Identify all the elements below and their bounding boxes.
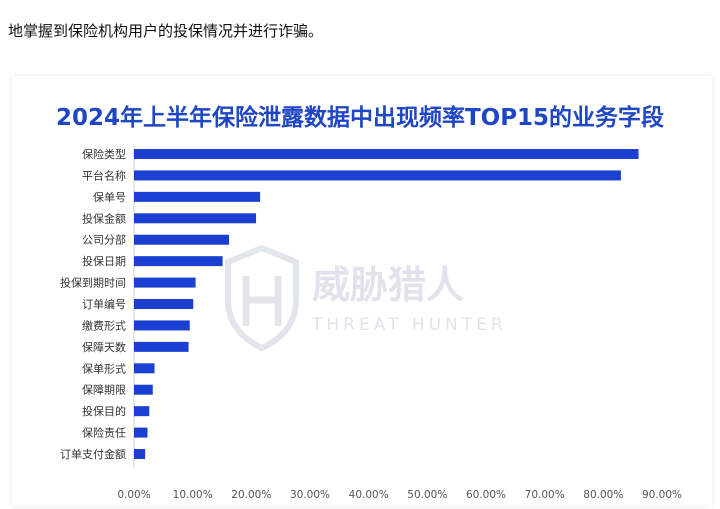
watermark: 威胁猎人 THREAT HUNTER bbox=[225, 244, 507, 352]
y-axis-labels: 保险类型平台名称保单号投保金额公司分部投保日期投保到期时间订单编号缴费形式保障天… bbox=[60, 147, 126, 461]
y-tick-label: 平台名称 bbox=[82, 168, 126, 182]
bar-3 bbox=[134, 191, 261, 202]
x-axis-labels: 0.00% 10.00% 20.00% 30.00% 40.00% 50.00% 60.00… bbox=[117, 489, 682, 501]
y-tick-label: 保障天数 bbox=[82, 340, 126, 354]
bars bbox=[134, 149, 639, 460]
y-tick-label: 缴费形式 bbox=[82, 318, 126, 332]
y-tick-label: 投保日期 bbox=[82, 254, 126, 268]
intro-text: 地掌握到保险机构用户的投保情况并进行诈骗。 bbox=[8, 22, 324, 40]
y-tick-label: 公司分部 bbox=[82, 233, 126, 247]
watermark-name-en: THREAT HUNTER bbox=[311, 315, 507, 335]
bar-12 bbox=[134, 384, 153, 395]
x-tick-label: 10.00% bbox=[173, 489, 213, 501]
x-tick-label: 60.00% bbox=[466, 489, 506, 501]
y-tick-label: 投保到期时间 bbox=[60, 276, 126, 290]
bar-9 bbox=[134, 320, 190, 331]
x-tick-label: 20.00% bbox=[231, 489, 271, 501]
bar-11 bbox=[134, 363, 155, 374]
chart-card bbox=[12, 76, 712, 506]
y-tick-label: 订单编号 bbox=[82, 297, 126, 311]
y-tick-label: 保险责任 bbox=[82, 426, 126, 440]
bar-5 bbox=[134, 234, 230, 245]
y-tick-label: 保单号 bbox=[93, 190, 126, 204]
chart-title: 2024年上半年保险泄露数据中出现频率TOP15的业务字段 bbox=[55, 105, 665, 131]
y-tick-label: 投保目的 bbox=[82, 404, 126, 418]
x-tick-label: 30.00% bbox=[290, 489, 330, 501]
y-tick-label: 保单形式 bbox=[82, 361, 126, 375]
bar-1 bbox=[134, 149, 639, 159]
x-tick-label: 50.00% bbox=[407, 489, 447, 501]
bar-15 bbox=[134, 449, 146, 460]
bar-4 bbox=[134, 213, 257, 224]
bar-10 bbox=[134, 341, 189, 352]
bar-6 bbox=[134, 256, 223, 267]
threat-hunter-logo-icon bbox=[225, 244, 299, 352]
watermark-name-cn: 威胁猎人 bbox=[312, 263, 464, 307]
bar-7 bbox=[134, 277, 196, 288]
y-tick-label: 保障期限 bbox=[82, 383, 126, 397]
bar-2 bbox=[134, 170, 621, 181]
y-tick-label: 保险类型 bbox=[82, 147, 126, 161]
x-tick-label: 40.00% bbox=[349, 489, 389, 501]
y-tick-label: 投保金额 bbox=[82, 211, 126, 225]
y-tick-label: 订单支付金额 bbox=[60, 447, 126, 461]
bar-13 bbox=[134, 406, 150, 417]
x-tick-label: 80.00% bbox=[583, 489, 623, 501]
x-tick-label: 0.00% bbox=[117, 489, 150, 501]
x-tick-label: 90.00% bbox=[642, 489, 682, 501]
x-tick-label: 70.00% bbox=[525, 489, 565, 501]
bar-8 bbox=[134, 299, 194, 310]
bar-14 bbox=[134, 427, 148, 438]
